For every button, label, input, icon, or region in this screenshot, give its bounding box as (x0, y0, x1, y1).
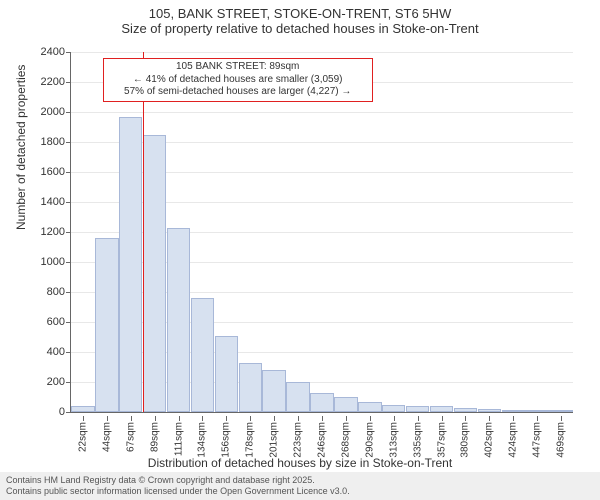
y-tick-label: 600 (47, 316, 71, 328)
histogram-bar (167, 228, 190, 412)
chart-title-sub: Size of property relative to detached ho… (0, 21, 600, 36)
x-tick-label: 178sqm (245, 422, 256, 458)
x-tick-label: 402sqm (484, 422, 495, 458)
x-tick-label: 357sqm (436, 422, 447, 458)
x-tick-label: 134sqm (197, 422, 208, 458)
histogram-bar (262, 370, 285, 412)
y-tick-label: 400 (47, 346, 71, 358)
histogram-bar (358, 402, 381, 413)
x-tick-label: 111sqm (173, 422, 184, 456)
annotation-box: 105 BANK STREET: 89sqm← 41% of detached … (103, 58, 373, 102)
x-tick-label: 313sqm (388, 422, 399, 458)
property-marker-line (143, 52, 144, 412)
histogram-bar (430, 406, 453, 412)
histogram-bar (310, 393, 333, 413)
histogram-bar (215, 336, 238, 413)
annotation-line-3: 57% of semi-detached houses are larger (… (108, 86, 368, 99)
x-tick-label: 201sqm (269, 422, 280, 458)
footer-line-2: Contains public sector information licen… (6, 486, 594, 497)
x-tick-label: 290sqm (364, 422, 375, 458)
y-tick-label: 2400 (41, 46, 71, 58)
x-tick-label: 447sqm (532, 422, 543, 458)
x-tick-label: 67sqm (125, 422, 136, 452)
y-axis-title: Number of detached properties (14, 65, 28, 230)
histogram-bar (143, 135, 166, 413)
histogram-bar (549, 410, 572, 412)
footer-line-1: Contains HM Land Registry data © Crown c… (6, 475, 594, 486)
x-tick-label: 89sqm (149, 422, 160, 452)
histogram-bar (525, 410, 548, 412)
chart-container: 105, BANK STREET, STOKE-ON-TRENT, ST6 5H… (0, 0, 600, 500)
x-tick-label: 469sqm (556, 422, 567, 458)
histogram-bar (286, 382, 309, 412)
histogram-bar (502, 410, 525, 412)
histogram-bar (119, 117, 142, 413)
gridline (71, 112, 573, 113)
histogram-bar (239, 363, 262, 413)
x-tick-label: 156sqm (221, 422, 232, 458)
annotation-line-1: 105 BANK STREET: 89sqm (108, 61, 368, 74)
footer-attribution: Contains HM Land Registry data © Crown c… (0, 472, 600, 500)
x-tick-label: 380sqm (460, 422, 471, 458)
x-tick-label: 268sqm (340, 422, 351, 458)
y-tick-label: 1200 (41, 226, 71, 238)
y-tick-label: 1800 (41, 136, 71, 148)
x-tick-label: 223sqm (293, 422, 304, 458)
gridline (71, 52, 573, 53)
y-tick-label: 1400 (41, 196, 71, 208)
x-tick-label: 335sqm (412, 422, 423, 458)
chart-title-main: 105, BANK STREET, STOKE-ON-TRENT, ST6 5H… (0, 0, 600, 21)
x-tick-label: 424sqm (508, 422, 519, 458)
x-axis-title: Distribution of detached houses by size … (0, 456, 600, 470)
y-tick-label: 800 (47, 286, 71, 298)
histogram-bar (71, 406, 94, 412)
histogram-bar (191, 298, 214, 412)
histogram-bar (382, 405, 405, 413)
chart-plot-area: 0200400600800100012001400160018002000220… (70, 52, 573, 413)
y-tick-label: 1600 (41, 166, 71, 178)
y-tick-label: 0 (59, 406, 71, 418)
y-tick-label: 200 (47, 376, 71, 388)
y-tick-label: 2000 (41, 106, 71, 118)
x-tick-label: 44sqm (101, 422, 112, 452)
histogram-bar (478, 409, 501, 412)
x-tick-label: 246sqm (317, 422, 328, 458)
histogram-bar (454, 408, 477, 412)
histogram-bar (334, 397, 357, 412)
histogram-bar (406, 406, 429, 412)
y-tick-label: 2200 (41, 76, 71, 88)
y-tick-label: 1000 (41, 256, 71, 268)
x-tick-label: 22sqm (77, 422, 88, 452)
annotation-line-2: ← 41% of detached houses are smaller (3,… (108, 74, 368, 87)
histogram-bar (95, 238, 118, 412)
